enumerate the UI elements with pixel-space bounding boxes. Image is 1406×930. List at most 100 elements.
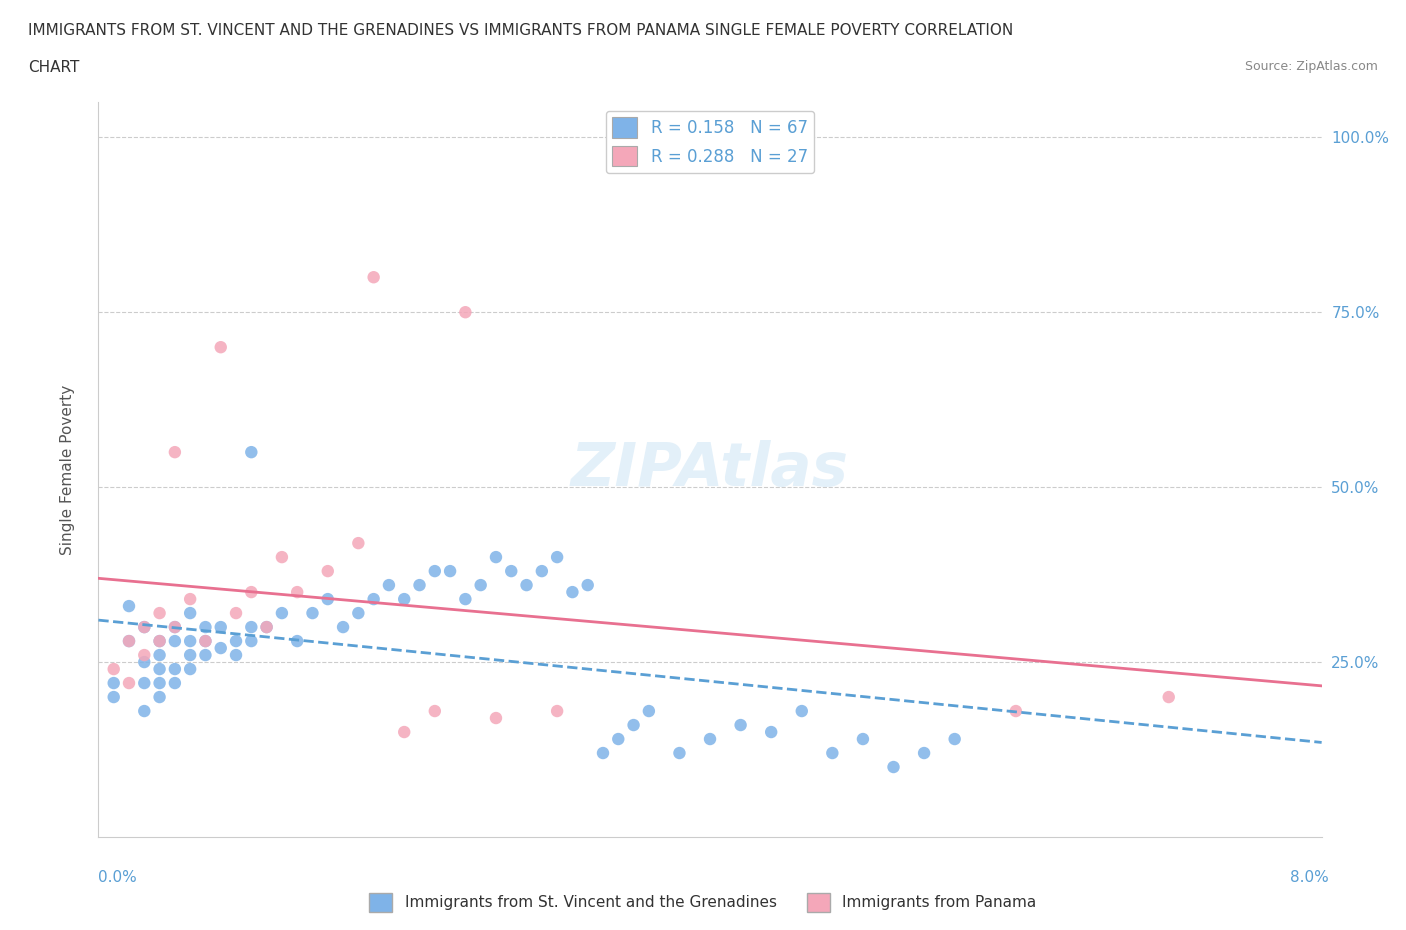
Point [759,724,782,739]
Point [179,605,201,620]
Point [790,704,813,719]
Point [454,305,477,320]
Point [103,675,125,690]
Point [209,339,232,354]
Point [623,718,645,733]
Point [163,633,186,648]
Point [546,550,568,565]
Point [912,746,935,761]
Y-axis label: Single Female Poverty: Single Female Poverty [60,384,75,555]
Text: IMMIGRANTS FROM ST. VINCENT AND THE GRENADINES VS IMMIGRANTS FROM PANAMA SINGLE : IMMIGRANTS FROM ST. VINCENT AND THE GREN… [28,23,1014,38]
Point [163,661,186,676]
Legend: Immigrants from St. Vincent and the Grenadines, Immigrants from Panama: Immigrants from St. Vincent and the Gren… [363,887,1043,918]
Point [240,585,263,600]
Point [821,746,844,761]
Point [546,704,568,719]
Point [194,633,217,648]
Point [1004,704,1026,719]
Point [256,619,278,634]
Point [225,633,247,648]
Point [485,711,508,725]
Point [347,605,370,620]
Point [883,760,905,775]
Point [103,661,125,676]
Point [637,704,661,719]
Point [194,619,217,634]
Point [149,690,172,705]
Point [470,578,492,592]
Point [256,619,278,634]
Point [285,585,308,600]
Point [561,585,583,600]
Point [194,647,217,662]
Point [316,564,339,578]
Point [149,675,172,690]
Point [179,633,201,648]
Point [378,578,401,592]
Point [225,647,247,662]
Point [209,619,232,634]
Point [163,619,186,634]
Point [485,550,508,565]
Point [730,718,752,733]
Point [118,675,141,690]
Point [240,445,263,459]
Point [347,536,370,551]
Point [149,647,172,662]
Text: 0.0%: 0.0% [98,870,138,884]
Point [516,578,538,592]
Point [179,661,201,676]
Point [668,746,690,761]
Point [163,675,186,690]
Point [118,599,141,614]
Text: ZIPAtlas: ZIPAtlas [571,440,849,499]
Point [454,591,477,606]
Point [576,578,599,592]
Text: 8.0%: 8.0% [1289,870,1329,884]
Point [149,633,172,648]
Point [149,605,172,620]
Point [423,704,446,719]
Point [363,591,385,606]
Point [392,591,416,606]
Point [301,605,323,620]
Point [943,732,966,747]
Point [179,591,201,606]
Point [209,641,232,656]
Point [332,619,354,634]
Point [270,550,294,565]
Point [1157,690,1180,705]
Legend: R = 0.158   N = 67, R = 0.288   N = 27: R = 0.158 N = 67, R = 0.288 N = 27 [606,111,814,173]
Point [134,675,156,690]
Point [163,445,186,459]
Point [194,633,217,648]
Point [225,605,247,620]
Point [363,270,385,285]
Point [607,732,630,747]
Point [592,746,614,761]
Point [149,661,172,676]
Point [392,724,416,739]
Point [134,619,156,634]
Point [408,578,430,592]
Point [149,633,172,648]
Point [118,633,141,648]
Point [439,564,461,578]
Text: Source: ZipAtlas.com: Source: ZipAtlas.com [1244,60,1378,73]
Point [103,690,125,705]
Point [316,591,339,606]
Point [852,732,875,747]
Point [285,633,308,648]
Point [501,564,523,578]
Point [240,633,263,648]
Point [530,564,553,578]
Point [163,619,186,634]
Point [699,732,721,747]
Point [134,619,156,634]
Point [134,647,156,662]
Point [179,647,201,662]
Point [240,619,263,634]
Point [270,605,294,620]
Point [134,655,156,670]
Point [423,564,446,578]
